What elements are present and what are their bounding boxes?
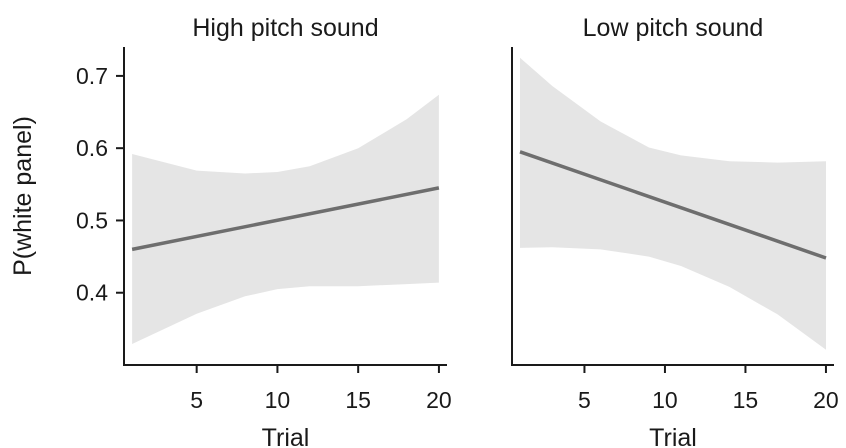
y-tick-label: 0.5 <box>76 207 108 233</box>
y-tick-label: 0.4 <box>76 280 108 306</box>
x-tick-label: 20 <box>426 387 452 413</box>
x-tick-label: 5 <box>578 387 591 413</box>
tick-marks <box>116 74 440 373</box>
tick-marks <box>583 365 827 373</box>
fit-line <box>131 186 440 252</box>
y-axis-label: P(white panel) <box>9 116 37 276</box>
x-axis-label: Trial <box>649 424 697 448</box>
y-tick-label: 0.7 <box>76 63 108 89</box>
panel-high-pitch: 5 10 15 20 0.4 0.5 0.6 0.7 High pitch sound Tri… <box>9 14 452 448</box>
tick-labels: 5 10 15 20 0.4 0.5 0.6 0.7 <box>76 63 452 413</box>
x-tick-label: 15 <box>345 387 371 413</box>
tick-labels: 5 10 15 20 <box>578 387 839 413</box>
panel-title: Low pitch sound <box>583 14 764 42</box>
x-tick-label: 15 <box>733 387 759 413</box>
x-tick-label: 10 <box>652 387 678 413</box>
y-tick-label: 0.6 <box>76 135 108 161</box>
panel-title: High pitch sound <box>192 14 378 42</box>
axes <box>511 47 834 366</box>
x-tick-label: 10 <box>265 387 291 413</box>
x-axis-label: Trial <box>262 424 310 448</box>
axes <box>123 47 447 366</box>
fit-line <box>519 150 827 260</box>
x-tick-label: 20 <box>813 387 839 413</box>
x-tick-label: 5 <box>190 387 203 413</box>
panel-low-pitch: 5 10 15 20 Low pitch sound Trial <box>511 14 839 448</box>
